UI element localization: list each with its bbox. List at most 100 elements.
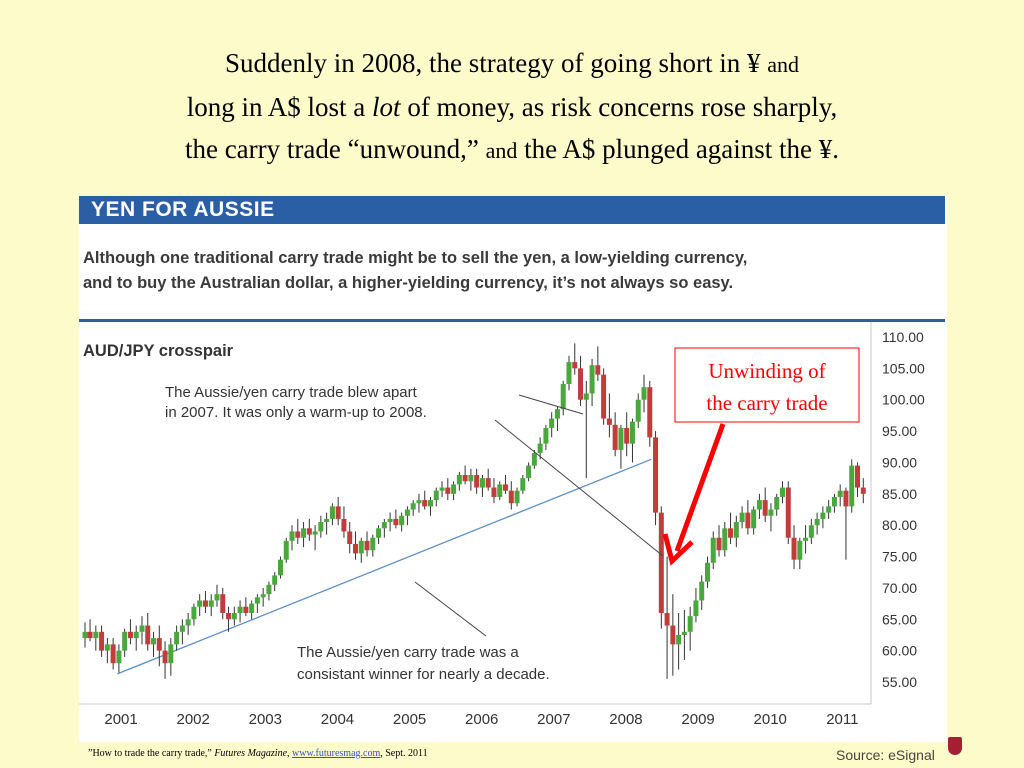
candle-body xyxy=(601,374,607,419)
candle-body xyxy=(87,631,93,639)
candle-body xyxy=(451,484,457,494)
candle-body xyxy=(370,537,376,551)
candle-body xyxy=(699,581,705,601)
candle-body xyxy=(849,465,855,507)
candle-body xyxy=(572,362,578,369)
school-shield-logo-icon xyxy=(948,730,1018,762)
candle-body xyxy=(508,490,514,504)
candle-body xyxy=(145,625,151,645)
callout-box xyxy=(674,347,860,423)
candle-body xyxy=(139,625,145,632)
candle-body xyxy=(797,540,803,560)
candle-body xyxy=(312,531,318,535)
slide-title-line-3: the carry trade “unwound,” and the A$ pl… xyxy=(184,134,840,164)
candle-body xyxy=(99,631,105,651)
candle-body xyxy=(693,600,699,617)
candle-body xyxy=(428,500,434,507)
candle-body xyxy=(237,606,243,613)
candle-body xyxy=(710,537,716,563)
futuresmag-link[interactable]: www.futuresmag.com xyxy=(292,748,381,759)
leader-line-2008 xyxy=(494,419,664,557)
candle-body xyxy=(410,503,416,510)
callout-text-line2: the carry trade xyxy=(706,391,827,415)
annotation-blew-apart-line1: The Aussie/yen carry trade blew apart xyxy=(165,384,418,401)
x-tick-label: 2007 xyxy=(537,711,570,728)
candle-body xyxy=(704,562,710,582)
candle-body xyxy=(670,625,676,645)
callout-arrow-head xyxy=(662,533,694,566)
candle-body xyxy=(254,597,260,604)
y-tick-label: 85.00 xyxy=(882,486,917,502)
candle-body xyxy=(785,487,791,538)
candle-body xyxy=(774,496,780,510)
candle-body xyxy=(578,368,584,400)
chart-divider xyxy=(79,319,945,322)
candle-body xyxy=(93,631,99,639)
candle-body xyxy=(612,424,618,450)
candle-body xyxy=(583,393,589,400)
candle-body xyxy=(537,443,543,454)
candle-body xyxy=(808,525,814,538)
candle-body xyxy=(641,387,647,400)
candle-body xyxy=(393,518,399,526)
x-tick-label: 2006 xyxy=(465,711,498,728)
candle-body xyxy=(837,490,843,497)
candle-body xyxy=(197,600,203,607)
candle-body xyxy=(122,631,128,651)
candle-body xyxy=(826,506,832,513)
candle-body xyxy=(174,631,180,645)
x-tick-label: 2002 xyxy=(177,711,210,728)
candle-body xyxy=(803,537,809,541)
annotation-blew-apart-line2: in 2007. It was only a warm-up to 2008. xyxy=(165,404,427,421)
callout-arrow-shaft xyxy=(674,423,726,552)
candle-body xyxy=(243,606,249,613)
y-tick-label: 100.00 xyxy=(882,392,925,408)
candle-body xyxy=(156,638,162,651)
candle-body xyxy=(433,490,439,501)
candle-body xyxy=(716,537,722,551)
slide-title-line-1: Suddenly in 2008, the strategy of going … xyxy=(225,48,799,78)
candle-body xyxy=(110,644,116,664)
candle-body xyxy=(202,600,208,607)
candle-body xyxy=(439,487,445,491)
candle-body xyxy=(283,540,289,560)
candle-body xyxy=(162,650,168,664)
y-tick-label: 75.00 xyxy=(882,549,917,565)
candle-body xyxy=(624,427,630,444)
x-tick-label: 2010 xyxy=(754,711,787,728)
candle-body xyxy=(497,484,503,497)
candle-body xyxy=(554,409,560,419)
candle-body xyxy=(329,506,335,519)
candle-body xyxy=(762,500,768,516)
candle-body xyxy=(260,594,266,598)
chart-header-title: YEN FOR AUSSIE xyxy=(79,196,945,224)
candle-body xyxy=(191,606,197,620)
candle-body xyxy=(456,475,462,485)
candle-body xyxy=(647,387,653,438)
x-tick-label: 2009 xyxy=(681,711,714,728)
candle-body xyxy=(531,453,537,466)
candlestick-chart: 110.00 105.00 100.00 95.00 90.00 85.00 80.00 75… xyxy=(79,322,925,728)
candle-body xyxy=(104,644,110,651)
candle-body xyxy=(560,384,566,410)
candle-body xyxy=(151,638,157,645)
candle-body xyxy=(520,478,526,491)
candle-body xyxy=(629,421,635,444)
candle-body xyxy=(745,512,751,529)
candle-body xyxy=(416,500,422,504)
callout-text-line1: Unwinding of xyxy=(708,359,825,383)
candle-body xyxy=(733,522,739,538)
y-tick-label: 90.00 xyxy=(882,454,917,470)
candle-body xyxy=(82,631,88,639)
candle-body xyxy=(503,484,509,491)
candle-body xyxy=(231,613,237,620)
candle-body xyxy=(751,509,757,529)
candle-body xyxy=(687,616,693,632)
candle-body xyxy=(335,506,341,519)
candle-body xyxy=(728,528,734,538)
candle-body xyxy=(116,650,122,664)
candle-body xyxy=(635,399,641,422)
candle-body xyxy=(474,475,480,488)
candle-body xyxy=(133,631,139,639)
y-tick-label: 70.00 xyxy=(882,580,917,596)
